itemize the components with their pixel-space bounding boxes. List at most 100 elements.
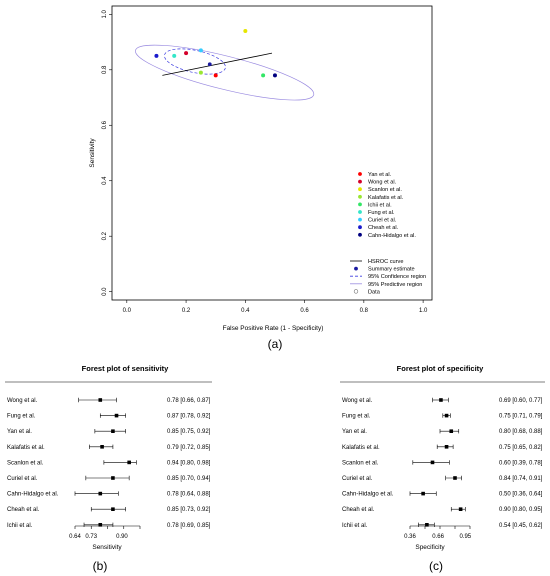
- sroc-x-tick-label: 0.6: [300, 308, 309, 314]
- study-point: [272, 73, 277, 78]
- sensitivity-x-axis-label: Sensitivity: [92, 544, 122, 551]
- legend-label: Cahn-Hidalgo et al.: [368, 233, 416, 239]
- forest-row: Wong et al. 0.78 [0.66, 0.87]: [7, 397, 211, 404]
- legend-label: Scanlon et al.: [368, 187, 402, 193]
- sroc-y-axis: 0.0 0.2 0.4 0.6 0.8 1.0: [102, 9, 112, 296]
- summary-estimate-point: [207, 62, 212, 67]
- forest-axis-tick-label: 0.95: [459, 534, 471, 540]
- predictive-region: [135, 44, 315, 101]
- forest-row: Cheah et al. 0.85 [0.73, 0.92]: [7, 507, 211, 513]
- forest-row: Wong et al. 0.69 [0.60, 0.77]: [342, 397, 543, 404]
- legend-marker: [358, 179, 362, 184]
- legend-label: Kalafatis et al.: [368, 195, 404, 201]
- legend-label: Yan et al.: [368, 172, 392, 178]
- sensitivity-x-axis: 0.64 0.73 0.90: [69, 525, 141, 540]
- forest-value-label: 0.79 [0.72, 0.85]: [167, 445, 211, 451]
- sensitivity-forest-title: Forest plot of sensitivity: [82, 364, 170, 373]
- forest-point-estimate: [444, 445, 449, 449]
- forest-study-name: Ichii et al.: [7, 523, 33, 529]
- forest-study-name: Yan et al.: [342, 429, 367, 435]
- legend-label: Summary estimate: [368, 267, 415, 273]
- legend-label: Cheah et al.: [368, 225, 399, 231]
- forest-study-name: Scanlon et al.: [342, 460, 379, 466]
- forest-value-label: 0.85 [0.75, 0.92]: [167, 429, 211, 435]
- sroc-x-axis-label: False Positive Rate (1 - Specificity): [223, 325, 324, 332]
- forest-value-label: 0.78 [0.69, 0.85]: [167, 523, 211, 529]
- forest-study-name: Curiel et al.: [7, 476, 38, 482]
- forest-value-label: 0.69 [0.60, 0.77]: [499, 398, 543, 404]
- forest-row: Cheah et al. 0.90 [0.80, 0.95]: [342, 507, 543, 513]
- forest-study-name: Cahn-Hidalgo et al.: [342, 492, 394, 498]
- forest-point-estimate: [127, 460, 131, 465]
- forest-value-label: 0.94 [0.80, 0.98]: [167, 460, 211, 466]
- forest-axis-tick-label: 0.66: [432, 534, 444, 540]
- sroc-y-tick-label: 0.2: [102, 231, 108, 240]
- forest-value-label: 0.84 [0.74, 0.91]: [499, 476, 543, 482]
- specificity-x-axis-label: Specificity: [415, 544, 445, 551]
- forest-value-label: 0.90 [0.80, 0.95]: [499, 507, 543, 513]
- study-point: [198, 48, 203, 53]
- sroc-regions: [135, 44, 315, 101]
- forest-study-name: Cheah et al.: [7, 507, 40, 513]
- panel-a-label: (a): [268, 337, 283, 351]
- forest-row: Yan et al. 0.85 [0.75, 0.92]: [7, 429, 211, 435]
- study-point: [184, 51, 189, 56]
- sroc-y-tick-label: 0.6: [102, 120, 108, 129]
- forest-value-label: 0.85 [0.73, 0.92]: [167, 507, 211, 513]
- study-point: [172, 53, 177, 58]
- forest-point-estimate: [458, 507, 463, 511]
- forest-axis-tick-label: 0.36: [404, 534, 416, 540]
- forest-point-estimate: [439, 398, 443, 402]
- sensitivity-rows: Wong et al. 0.78 [0.66, 0.87] Fung et al. 0…: [7, 397, 211, 529]
- legend-marker: [358, 194, 362, 199]
- sroc-plot-panel: 0.0 0.2 0.4 0.6 0.8 1.0 0.0 0.2 0.4 0.6 0.8 1.0 Fa…: [89, 5, 433, 351]
- sensitivity-forest-panel: Forest plot of sensitivity Wong et al. 0.…: [5, 364, 212, 573]
- forest-row: Curiel et al. 0.85 [0.70, 0.94]: [7, 475, 211, 482]
- forest-row: Kalafatis et al. 0.79 [0.72, 0.85]: [7, 444, 211, 451]
- forest-study-name: Wong et al.: [7, 398, 38, 404]
- sroc-plot-frame: [111, 5, 433, 301]
- sroc-x-tick-label: 0.0: [123, 308, 132, 314]
- forest-point-estimate: [444, 413, 449, 418]
- forest-study-name: Fung et al.: [342, 414, 371, 420]
- forest-row: Scanlon et al. 0.60 [0.39, 0.78]: [342, 460, 543, 466]
- sroc-x-tick-label: 1.0: [419, 308, 428, 314]
- specificity-forest-panel: Forest plot of specificity Wong et al. 0.…: [340, 364, 545, 573]
- sroc-y-tick-label: 0.0: [102, 287, 108, 296]
- forest-axis-tick-label: 0.73: [85, 534, 97, 540]
- forest-point-estimate: [449, 429, 454, 433]
- forest-study-name: Curiel et al.: [342, 476, 373, 482]
- forest-value-label: 0.75 [0.71, 0.79]: [499, 414, 543, 420]
- forest-row: Ichii et al. 0.78 [0.69, 0.85]: [7, 522, 211, 529]
- legend-label: 95% Confidence region: [368, 274, 426, 280]
- legend-summary-swatch: [354, 266, 358, 271]
- forest-row: Cahn-Hidalgo et al. 0.50 [0.36, 0.64]: [342, 491, 543, 498]
- legend-label: Curiel et al.: [368, 218, 397, 224]
- legend-label: Fung et al.: [368, 210, 395, 216]
- specificity-forest-title: Forest plot of specificity: [397, 364, 485, 373]
- forest-value-label: 0.50 [0.36, 0.64]: [499, 492, 543, 498]
- sroc-y-axis-label: Sensitivity: [89, 138, 96, 168]
- forest-value-label: 0.87 [0.78, 0.92]: [167, 414, 211, 420]
- forest-study-name: Ichii et al.: [342, 523, 368, 529]
- forest-point-estimate: [98, 398, 103, 402]
- forest-value-label: 0.80 [0.68, 0.88]: [499, 429, 543, 435]
- forest-point-estimate: [421, 491, 425, 496]
- study-point: [261, 73, 266, 78]
- legend-label: HSROC curve: [368, 259, 403, 265]
- sroc-y-tick-label: 1.0: [102, 9, 108, 18]
- legend-marker: [358, 217, 362, 222]
- forest-study-name: Cheah et al.: [342, 507, 375, 513]
- forest-point-estimate: [100, 445, 104, 449]
- sroc-x-tick-label: 0.2: [182, 308, 191, 314]
- forest-point-estimate: [98, 523, 103, 527]
- hsroc-curve: [162, 52, 273, 76]
- forest-row: Cahn-Hidalgo et al. 0.78 [0.64, 0.88]: [7, 491, 211, 498]
- forest-point-estimate: [111, 429, 115, 433]
- study-points: [154, 28, 277, 78]
- hsroc-line: [162, 52, 273, 76]
- forest-row: Fung et al. 0.75 [0.71, 0.79]: [342, 413, 543, 420]
- forest-point-estimate: [430, 460, 435, 465]
